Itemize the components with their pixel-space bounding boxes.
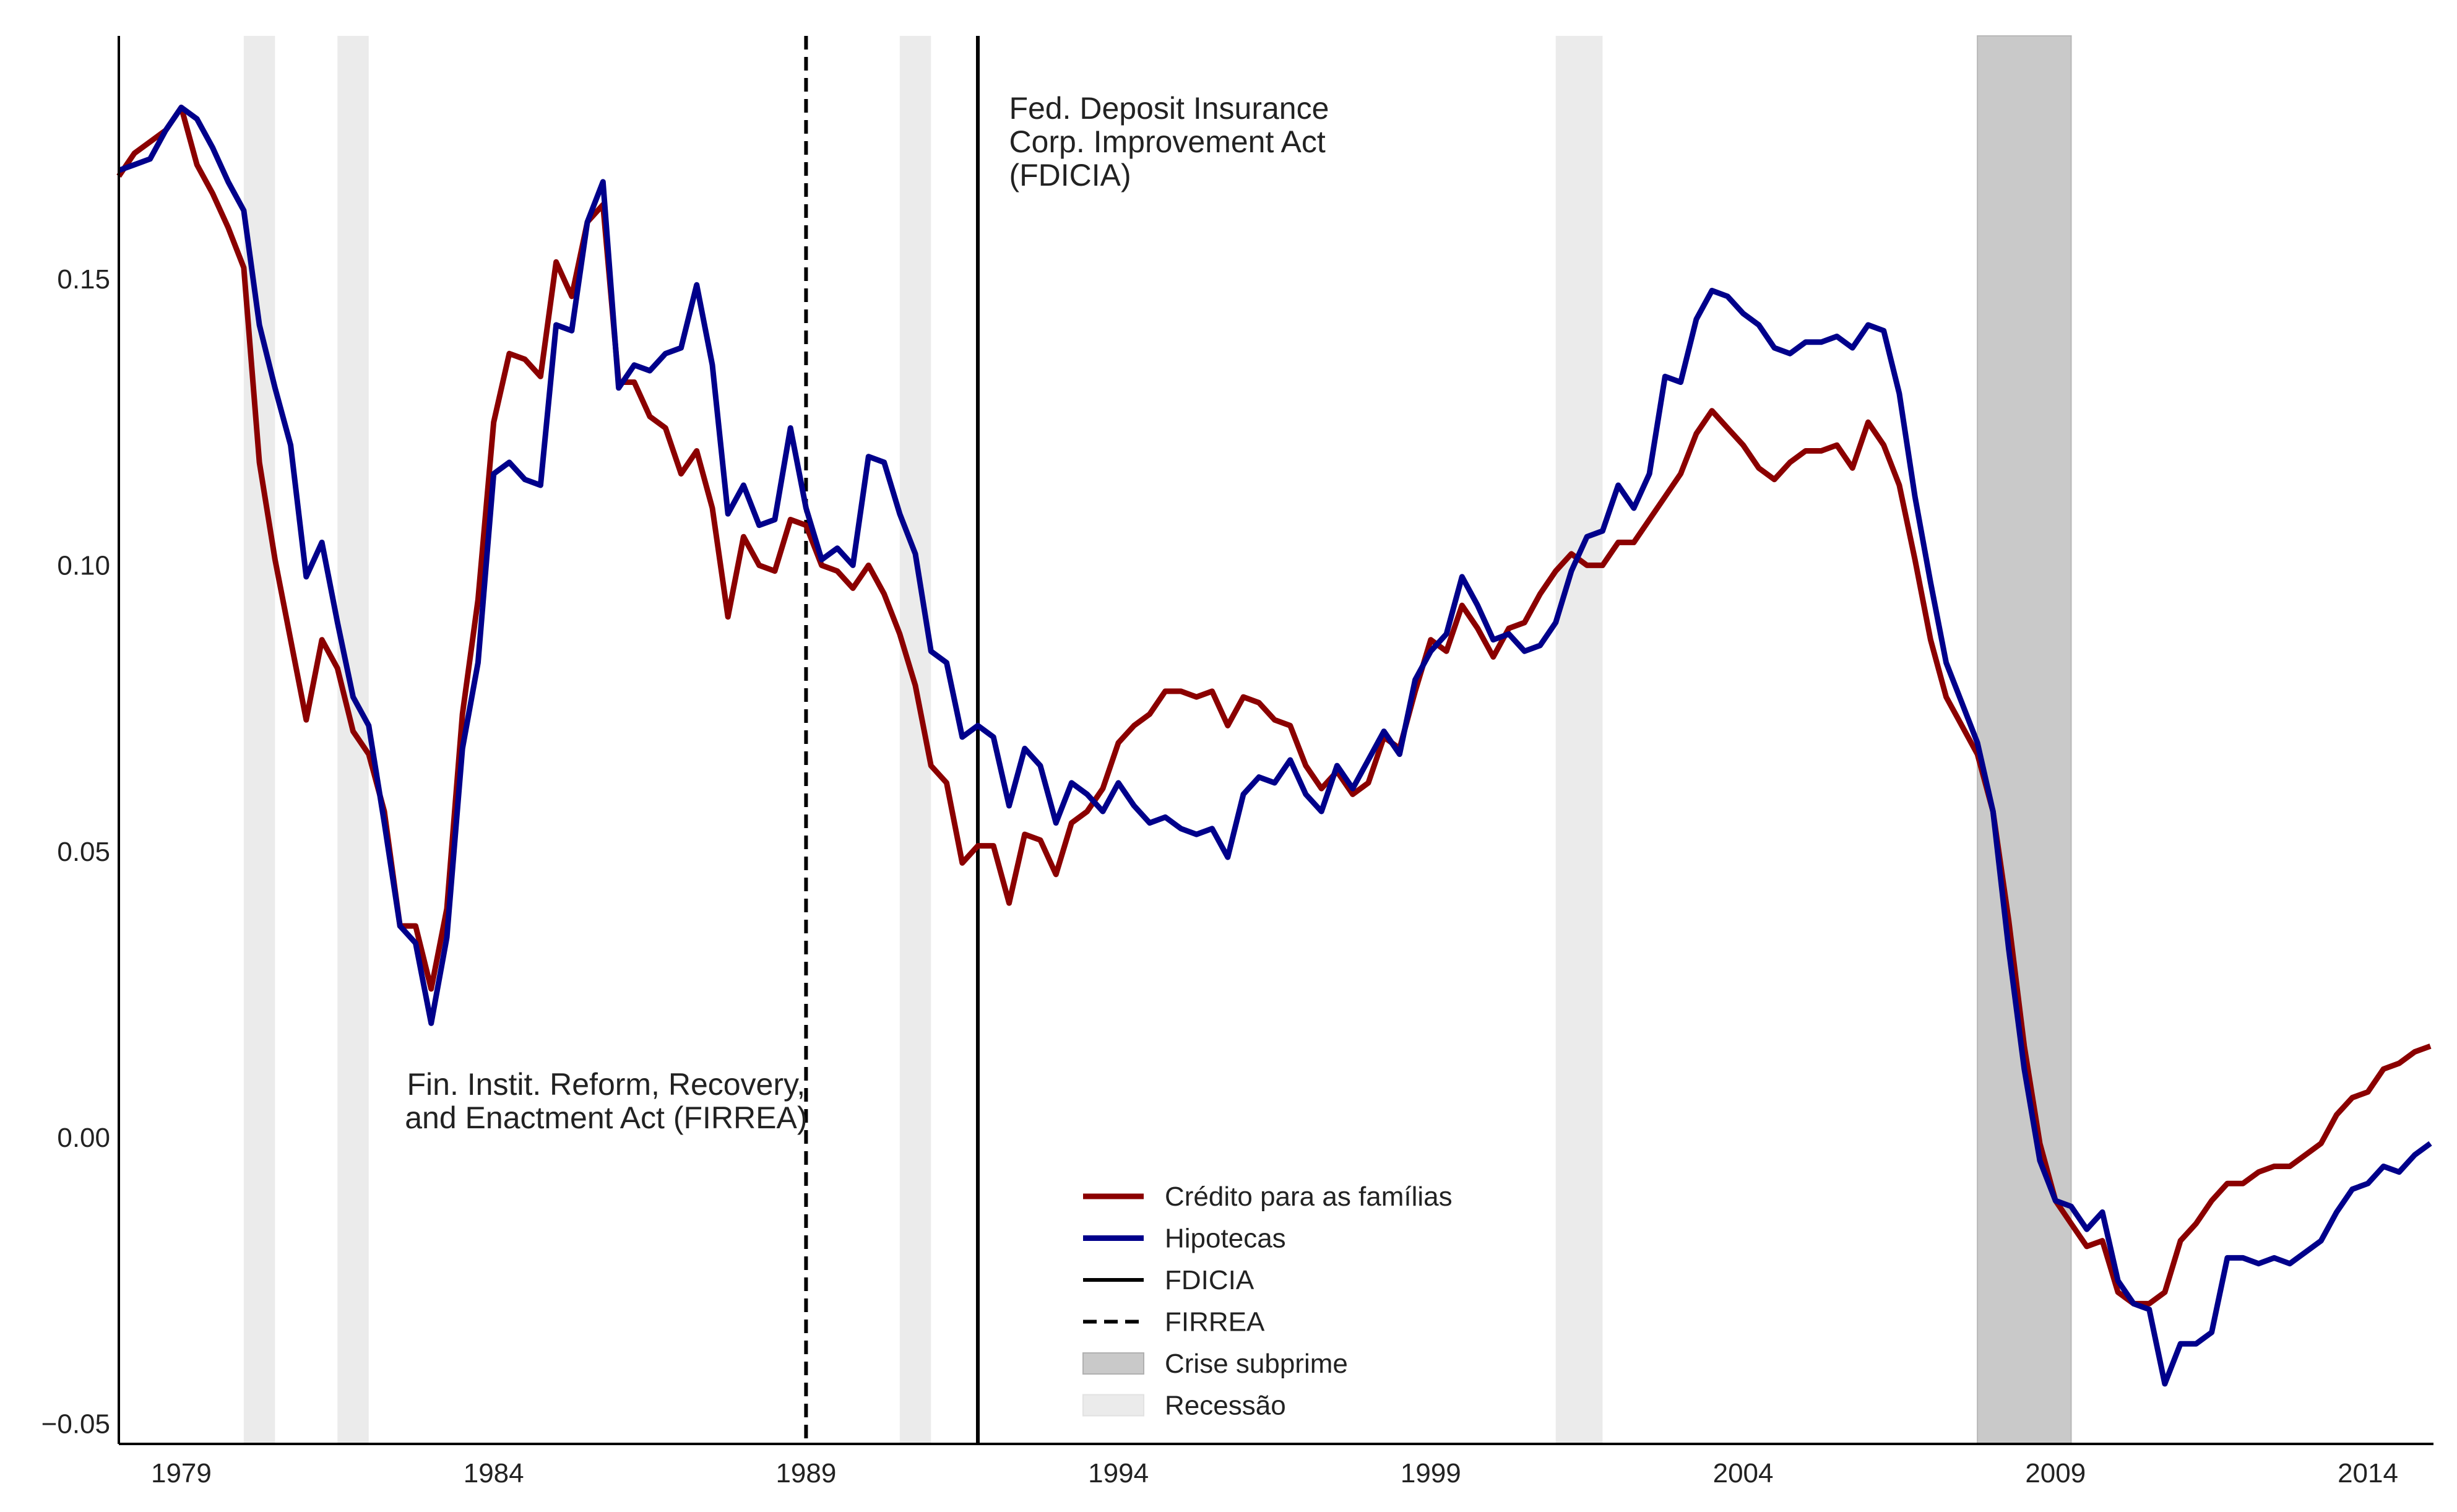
legend-label-crise-subprime: Crise subprime xyxy=(1165,1349,1348,1379)
annotation-fdicia: Fed. Deposit Insurance Corp. Improvement … xyxy=(1009,91,1329,192)
legend-label-credito-para-as-familias: Crédito para as famílias xyxy=(1165,1182,1453,1212)
annotations: Fed. Deposit Insurance Corp. Improvement … xyxy=(405,91,1329,1135)
y-tick-label: 0.05 xyxy=(57,837,110,867)
crise-subprime-region xyxy=(1977,35,2072,1445)
recessao-region xyxy=(337,36,369,1444)
legend-swatch-recessao xyxy=(1082,1394,1144,1417)
annotation-firrea: Fin. Instit. Reform, Recovery, and Enactm… xyxy=(405,1067,807,1135)
y-tick-label: 0.10 xyxy=(57,550,110,581)
series-credito-para-as-familias xyxy=(116,105,2432,1307)
legend-swatch-crise-subprime xyxy=(1082,1352,1144,1375)
y-tick-label: 0.15 xyxy=(57,264,110,295)
x-tick-label: 2004 xyxy=(1713,1458,1774,1488)
series-hipotecas xyxy=(118,105,2432,1387)
x-tick-label: 1979 xyxy=(151,1458,212,1488)
legend-label-fdicia: FDICIA xyxy=(1165,1265,1254,1295)
legend-label-hipotecas: Hipotecas xyxy=(1165,1224,1286,1254)
policy-lines xyxy=(804,36,980,1444)
x-tick-label: 2009 xyxy=(2025,1458,2086,1488)
recessao-region xyxy=(243,36,275,1444)
annotation-line: (FDICIA) xyxy=(1009,158,1131,192)
x-tick-label: 1994 xyxy=(1088,1458,1149,1488)
y-tick-label: 0.00 xyxy=(57,1123,110,1153)
annotation-line: and Enactment Act (FIRREA) xyxy=(405,1100,807,1135)
legend-label-recessao: Recessão xyxy=(1165,1391,1286,1421)
annotation-line: Corp. Improvement Act xyxy=(1009,124,1325,159)
x-tick-label: 1984 xyxy=(464,1458,524,1488)
annotation-line: Fed. Deposit Insurance xyxy=(1009,91,1329,126)
axes: 1979 1984 1989 1994 1999 2004 2009 2014 −0.05 0.0… xyxy=(41,36,2433,1488)
y-tick-label: −0.05 xyxy=(41,1409,110,1440)
data-series xyxy=(116,105,2432,1387)
x-tick-label: 1999 xyxy=(1401,1458,1461,1488)
x-tick-label: 2014 xyxy=(2338,1458,2398,1488)
x-tick-label: 1989 xyxy=(775,1458,836,1488)
annotation-line: Fin. Instit. Reform, Recovery, xyxy=(407,1067,806,1102)
legend-label-firrea: FIRREA xyxy=(1165,1307,1265,1337)
shaded-regions xyxy=(243,35,2072,1445)
legend: Crédito para as famílias Hipotecas FDICIA F… xyxy=(1082,1182,1453,1421)
recessao-region xyxy=(1555,36,1603,1444)
